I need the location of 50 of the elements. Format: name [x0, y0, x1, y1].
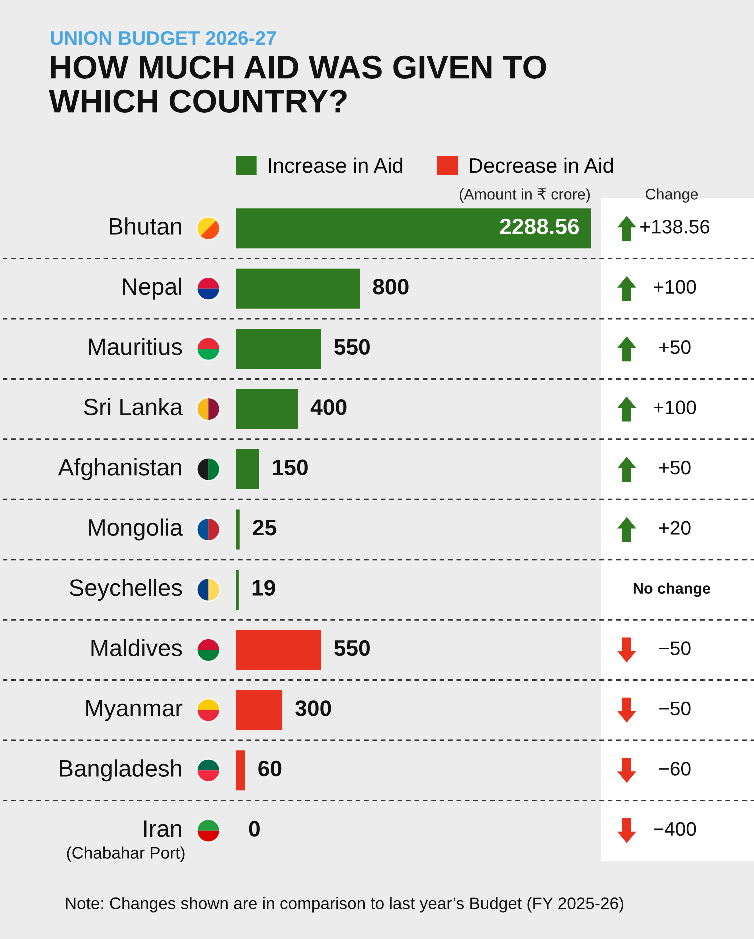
data-label: 25 [253, 520, 276, 536]
y-tick-label: Bhutan [110, 218, 182, 235]
y-tick-label: Sri Lanka [84, 398, 184, 416]
text: −400 [654, 822, 696, 836]
data-label: 60 [258, 760, 282, 777]
text: +100 [654, 400, 696, 415]
data-label: 550 [334, 339, 370, 356]
text: −50 [660, 702, 691, 716]
text: −50 [660, 642, 691, 656]
annotation: (Amount in ₹ crore) [460, 188, 590, 203]
text: −60 [660, 762, 691, 776]
legend-label: Decrease in Aid [470, 158, 614, 174]
text: +50 [660, 340, 691, 354]
bar [236, 690, 283, 730]
bar [236, 630, 322, 670]
y-tick-label: Nepal [123, 278, 182, 300]
text: +138.56 [640, 220, 710, 234]
legend-label: Increase in Aid [269, 158, 403, 174]
text: Change [646, 188, 698, 203]
text: Note: Changes shown are in comparison to last year’s Budget (FY 2025-26) [66, 897, 624, 913]
y-tick-label: Bangladesh [60, 760, 182, 782]
bar [236, 570, 239, 610]
text: +20 [660, 521, 691, 535]
text: +100 [654, 280, 696, 294]
chart-subtitle: UNION BUDGET 2026-27 [51, 31, 276, 46]
bar [236, 208, 591, 249]
bar [236, 450, 260, 490]
chart-title: HOW MUCH AID WAS GIVEN TO WHICH COUNTRY? [49, 56, 546, 113]
y-tick-label: Afghanistan [58, 458, 182, 481]
data-label: 400 [310, 400, 347, 416]
y-tick-label: Iran (Chabahar Port) [67, 820, 185, 862]
y-tick-label: Mauritius [89, 338, 182, 356]
text: +50 [660, 460, 691, 475]
y-tick-label: Maldives [92, 639, 182, 657]
data-label: 800 [373, 279, 409, 295]
y-tick-label: Mongolia [89, 518, 184, 541]
bar [236, 510, 240, 550]
text: No change [634, 582, 711, 598]
bar [236, 389, 298, 430]
data-label: 19 [252, 580, 276, 596]
y-tick-label: Seychelles [70, 578, 182, 601]
bar [236, 750, 246, 791]
bar [236, 329, 322, 370]
data-label: 0 [249, 821, 260, 837]
y-tick-label: Myanmar [86, 700, 183, 722]
data-label: 300 [296, 700, 332, 716]
bar [236, 268, 360, 309]
data-label: 2288.56 [500, 218, 580, 235]
data-label: 150 [273, 460, 308, 476]
data-label: 550 [334, 640, 370, 656]
